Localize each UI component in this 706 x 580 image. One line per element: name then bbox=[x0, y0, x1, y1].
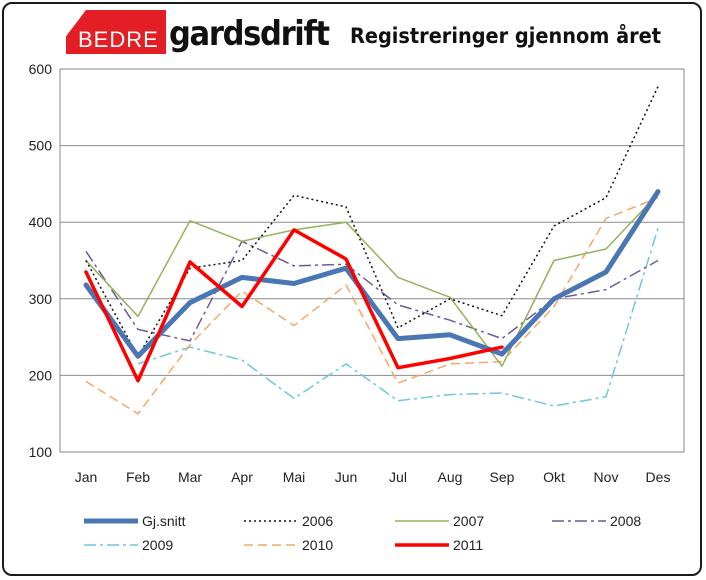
legend-label-gj-snitt: Gj.snitt bbox=[142, 513, 186, 529]
x-tick-label: Feb bbox=[126, 469, 150, 485]
series-line-2011 bbox=[84, 228, 504, 383]
x-tick-label: Mar bbox=[178, 469, 202, 485]
legend-label-2006: 2006 bbox=[302, 513, 333, 529]
y-tick-label: 100 bbox=[29, 444, 53, 460]
x-tick-label: Jan bbox=[75, 469, 98, 485]
brand-logo: BEDRE gardsdrift bbox=[66, 10, 346, 54]
x-tick-label: Jul bbox=[389, 469, 407, 485]
series-line-2007 bbox=[85, 193, 659, 367]
y-tick-label: 400 bbox=[29, 214, 53, 230]
y-tick-label: 200 bbox=[29, 367, 53, 383]
x-tick-label: Jun bbox=[335, 469, 358, 485]
y-tick-label: 300 bbox=[29, 291, 53, 307]
x-tick-label: Apr bbox=[231, 469, 253, 485]
logo-gardsdrift: gardsdrift bbox=[169, 14, 330, 54]
legend-label-2009: 2009 bbox=[142, 537, 173, 553]
plot-area bbox=[59, 68, 685, 453]
x-tick-label: Aug bbox=[438, 469, 463, 485]
y-tick-label: 600 bbox=[29, 61, 53, 77]
legend-label-2008: 2008 bbox=[610, 513, 641, 529]
y-tick-label: 500 bbox=[29, 138, 53, 154]
logo-bedre: BEDRE bbox=[66, 10, 166, 54]
legend-label-2011: 2011 bbox=[453, 537, 483, 553]
chart-title: Registreringer gjennom året bbox=[350, 24, 661, 48]
series-line-2006 bbox=[85, 86, 659, 358]
legend-label-2007: 2007 bbox=[453, 513, 484, 529]
x-tick-label: Okt bbox=[543, 469, 565, 485]
series-line-gj-snitt bbox=[83, 189, 661, 359]
x-axis-ticks: Jan Feb Mar Apr Mai Jun Jul Aug Sep Okt Nov Des bbox=[75, 469, 671, 485]
x-tick-label: Mai bbox=[283, 469, 306, 485]
x-tick-label: Nov bbox=[594, 469, 619, 485]
legend-label-2010: 2010 bbox=[302, 537, 333, 553]
series-line-2008 bbox=[85, 240, 659, 342]
series-lines bbox=[83, 86, 661, 415]
y-axis-ticks: 100 200 300 400 500 600 bbox=[29, 61, 53, 460]
legend: Gj.snitt 2006 2007 2008 2009 2010 2011 bbox=[84, 513, 641, 553]
x-tick-label: Des bbox=[646, 469, 671, 485]
x-tick-label: Sep bbox=[490, 469, 515, 485]
gridlines bbox=[60, 145, 684, 376]
